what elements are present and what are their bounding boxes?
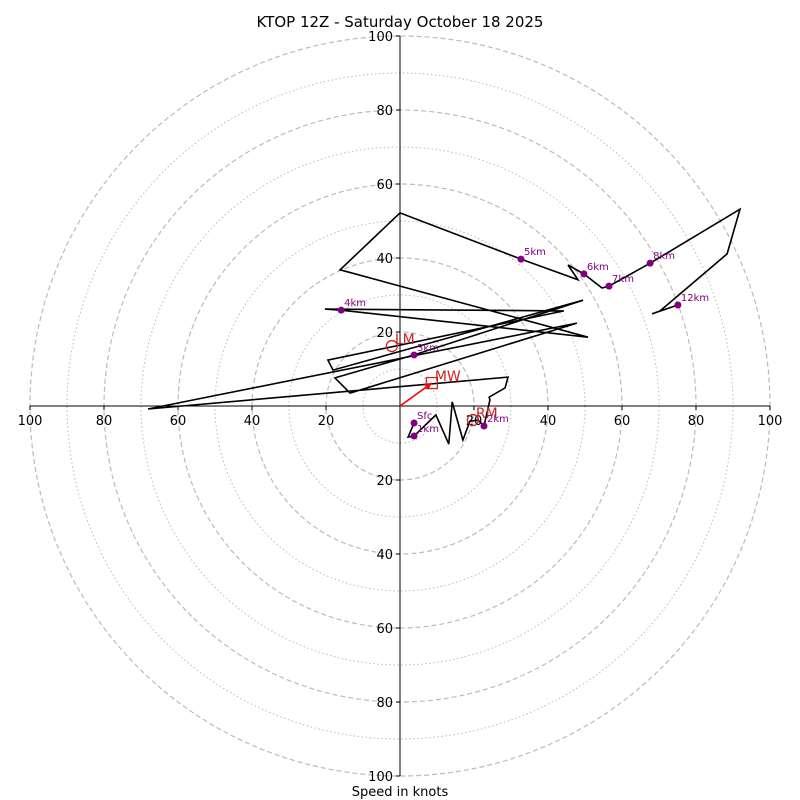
mw-label: MW <box>435 369 461 385</box>
y-tick-label: 40 <box>376 548 393 563</box>
tick-labels: 100 80 60 40 20 20 40 60 80 100100806040202040608… <box>18 30 783 785</box>
height-marker-5km <box>517 255 525 263</box>
height-label-8km: 8km <box>653 251 675 262</box>
y-tick-label: 80 <box>376 696 393 711</box>
height-label-4km: 4km <box>344 298 366 309</box>
height-label-12km: 12km <box>681 293 709 304</box>
y-tick-label: 20 <box>376 474 393 489</box>
mw-marker <box>425 376 438 390</box>
height-marker-sfc <box>410 419 418 427</box>
y-tick-label: 60 <box>376 178 393 193</box>
y-tick-label: 80 <box>376 104 393 119</box>
height-marker-6km <box>580 270 588 278</box>
x-axis-label: Speed in knots <box>352 785 449 800</box>
hodograph-trace <box>147 207 742 445</box>
chart-title: KTOP 12Z - Saturday October 18 2025 <box>257 13 544 31</box>
y-tick-label: 100 <box>368 30 393 45</box>
x-tick-label: 20 <box>318 414 335 429</box>
x-tick-label: 80 <box>688 414 705 429</box>
height-marker-2km <box>480 422 488 430</box>
y-tick-label: 60 <box>376 622 393 637</box>
x-tick-label: 100 <box>758 414 783 429</box>
height-label-2km: 2km <box>487 414 509 425</box>
height-marker-1km <box>410 432 418 440</box>
height-label-3km: 3km <box>417 343 439 354</box>
y-tick-label: 100 <box>368 770 393 785</box>
height-marker-3km <box>410 351 418 359</box>
x-tick-label: 100 <box>18 414 43 429</box>
x-tick-label: 40 <box>540 414 557 429</box>
height-label-5km: 5km <box>524 247 546 258</box>
height-marker-7km <box>605 282 613 290</box>
x-tick-label: 80 <box>96 414 113 429</box>
lm-label: LM <box>395 332 415 348</box>
height-label-6km: 6km <box>587 262 609 273</box>
storm-motion-markers: LM MW RM <box>385 332 498 427</box>
y-tick-label: 20 <box>376 326 393 341</box>
x-tick-label: 60 <box>170 414 187 429</box>
trace-line <box>147 207 742 445</box>
y-tick-label: 40 <box>376 252 393 267</box>
height-label-7km: 7km <box>612 274 634 285</box>
rm-marker <box>466 413 480 427</box>
x-tick-label: 60 <box>614 414 631 429</box>
rm-label: RM <box>476 406 498 422</box>
height-marker-12km <box>674 301 682 309</box>
height-label-sfc: Sfc <box>417 411 432 422</box>
lm-marker <box>385 339 399 353</box>
height-marker-8km <box>646 259 654 267</box>
height-label-1km: 1km <box>417 424 439 435</box>
x-tick-label: 40 <box>244 414 261 429</box>
height-marker-4km <box>337 306 345 314</box>
